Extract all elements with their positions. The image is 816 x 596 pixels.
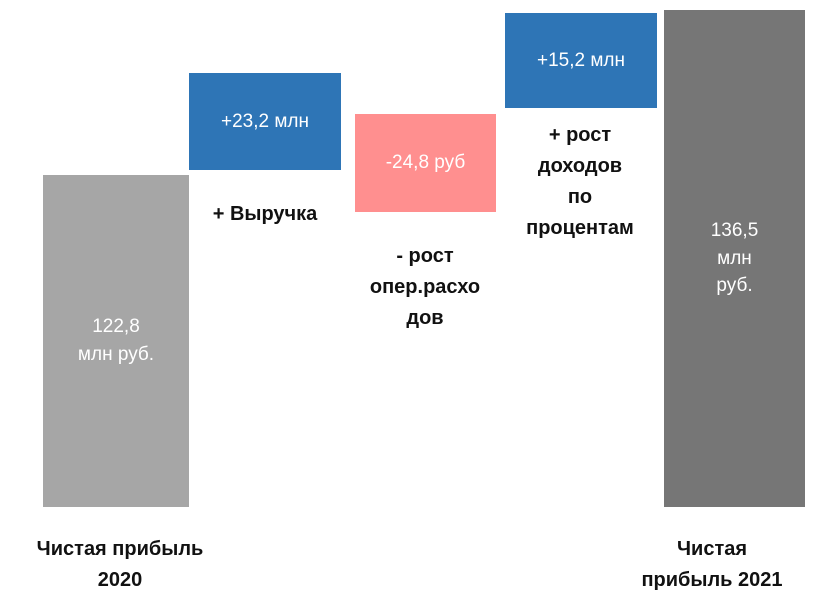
bar-opex-delta: -24,8 руб	[355, 114, 496, 212]
category-label-interest-income-growth: + рост доходов по процентам	[526, 124, 634, 239]
bar-value-label: 136,5 млн руб.	[710, 220, 759, 297]
category-label-opex-growth: - рост опер.расхо дов	[369, 245, 481, 329]
bar-value-label: +23,2 млн	[221, 110, 309, 132]
category-label-revenue: + Выручка	[212, 203, 318, 225]
category-label-net-profit-2020: Чистая прибыль 2020	[36, 538, 204, 591]
bar-value-label: -24,8 руб	[385, 152, 466, 174]
bar-interest-income-delta: +15,2 млн	[505, 13, 657, 108]
bar-net-profit-2021: 136,5 млн руб.	[664, 10, 805, 507]
bar-value-label: 122,8 млн руб.	[77, 316, 155, 365]
bar-value-label: +15,2 млн	[537, 49, 625, 71]
category-label-net-profit-2021: Чистая прибыль 2021	[641, 538, 783, 591]
bar-revenue-delta: +23,2 млн	[189, 73, 341, 170]
bar-net-profit-2020: 122,8 млн руб.	[43, 175, 189, 507]
